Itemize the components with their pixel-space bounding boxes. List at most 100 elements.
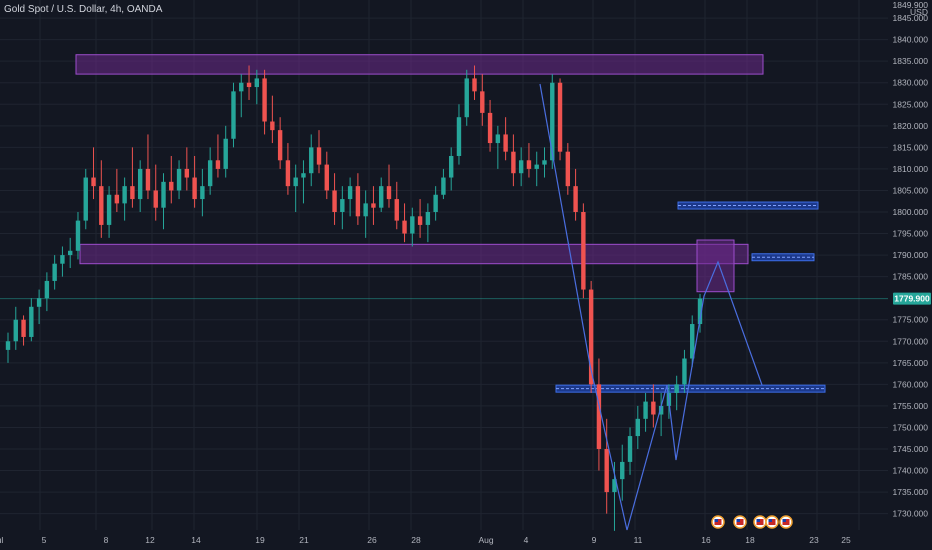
time-axis[interactable]: ul 5 8 12 14 19 21 26 28 Aug 4 9 11 16 18 23 25 <box>0 531 889 550</box>
current-price-badge[interactable] <box>893 292 931 305</box>
time-axis-tick: 18 <box>745 535 755 545</box>
candle-body <box>417 216 423 225</box>
candle-body <box>347 186 353 200</box>
time-axis-tick: 21 <box>299 535 309 545</box>
candle-body <box>441 177 446 195</box>
flag-canton <box>768 519 772 522</box>
candle-body <box>620 461 625 480</box>
candle-body <box>697 298 703 325</box>
candle-body <box>106 194 112 225</box>
candle-body <box>690 324 695 359</box>
candle-body <box>29 306 34 337</box>
candle-body <box>99 186 104 225</box>
candle-body <box>511 151 516 174</box>
price-axis-tick: 1755.000 <box>893 401 929 411</box>
price-axis-tick: 1800.000 <box>893 207 929 217</box>
candle-body <box>425 212 431 225</box>
time-axis-tick: Aug <box>478 535 493 545</box>
flag-canton <box>782 519 786 522</box>
price-axis-tick: 1790.000 <box>893 250 929 260</box>
candle-body <box>472 78 477 92</box>
grid <box>0 0 888 530</box>
candle-body <box>394 199 399 221</box>
price-axis-tick: 1745.000 <box>893 444 929 454</box>
candle-body <box>5 341 11 350</box>
time-axis-tick: 9 <box>592 535 597 545</box>
candle-body <box>270 121 275 131</box>
candle-body <box>596 384 602 449</box>
candle-body <box>658 405 664 415</box>
price-axis-tick: 1840.000 <box>893 35 929 45</box>
candle-body <box>526 160 532 169</box>
candle-body <box>246 82 252 88</box>
economic-events[interactable] <box>711 515 793 529</box>
candle-body <box>487 112 493 144</box>
candle-body <box>651 401 656 415</box>
candle-body <box>137 168 143 200</box>
price-axis-tick: 1740.000 <box>893 466 929 476</box>
time-axis-tick: 16 <box>701 535 711 545</box>
candle-body <box>231 91 236 139</box>
current-price-label: 1779.900 <box>894 294 930 304</box>
time-axis-tick: 5 <box>42 535 47 545</box>
candle-body <box>114 194 120 204</box>
candle-body <box>448 155 454 178</box>
price-axis-tick: 1825.000 <box>893 99 929 109</box>
candle-body <box>262 78 267 122</box>
candle-body <box>200 186 205 200</box>
candle-body <box>550 82 555 161</box>
time-axis-tick: 26 <box>367 535 377 545</box>
price-axis-top-label: 1849.900 <box>893 0 929 10</box>
price-axis-tick: 1830.000 <box>893 78 929 88</box>
candle-body <box>433 194 438 212</box>
candle-body <box>122 186 127 204</box>
price-axis-tick: 1785.000 <box>893 272 929 282</box>
price-axis-bg <box>889 0 932 550</box>
time-axis-bg <box>0 531 889 550</box>
candle-body <box>36 298 42 307</box>
candle-body <box>153 190 158 208</box>
flag-canton <box>756 519 760 522</box>
candle-body <box>254 78 260 88</box>
candle-body <box>21 319 26 337</box>
candle-body <box>503 134 508 152</box>
candle-body <box>402 220 407 234</box>
candle-body <box>565 151 571 187</box>
candle-body <box>379 186 384 208</box>
flag-canton <box>736 519 740 522</box>
projection-drawing <box>539 83 763 531</box>
candle-body <box>145 168 151 191</box>
time-axis-tick: 12 <box>145 535 155 545</box>
candle-body <box>75 220 81 251</box>
price-axis-tick: 1815.000 <box>893 142 929 152</box>
price-axis-tick: 1820.000 <box>893 121 929 131</box>
candle-body <box>557 82 563 152</box>
candle-body <box>192 177 197 200</box>
time-axis-tick: 14 <box>191 535 201 545</box>
time-axis-tick: ul <box>0 535 3 545</box>
time-axis-tick: 19 <box>255 535 265 545</box>
price-axis-tick: 1810.000 <box>893 164 929 174</box>
price-axis-tick: 1735.000 <box>893 487 929 497</box>
time-axis-tick: 25 <box>841 535 851 545</box>
price-axis-tick: 1805.000 <box>893 185 929 195</box>
candle-body <box>91 177 96 187</box>
flag-canton <box>714 519 718 522</box>
candle-body <box>604 448 609 493</box>
time-axis-tick: 23 <box>809 535 819 545</box>
candle-body <box>573 186 578 212</box>
price-axis-tick: 1795.000 <box>893 229 929 239</box>
candle-body <box>643 401 648 419</box>
symbol-title[interactable]: Gold Spot / U.S. Dollar, 4h, OANDA <box>4 4 163 15</box>
candle-body <box>309 147 314 174</box>
time-axis-tick: 4 <box>524 535 529 545</box>
candle-body <box>340 199 345 212</box>
candle-body <box>612 479 617 493</box>
resistance-zone <box>75 54 764 75</box>
candle-body <box>480 91 485 113</box>
candle-body <box>495 134 501 144</box>
candle-body <box>534 164 539 169</box>
